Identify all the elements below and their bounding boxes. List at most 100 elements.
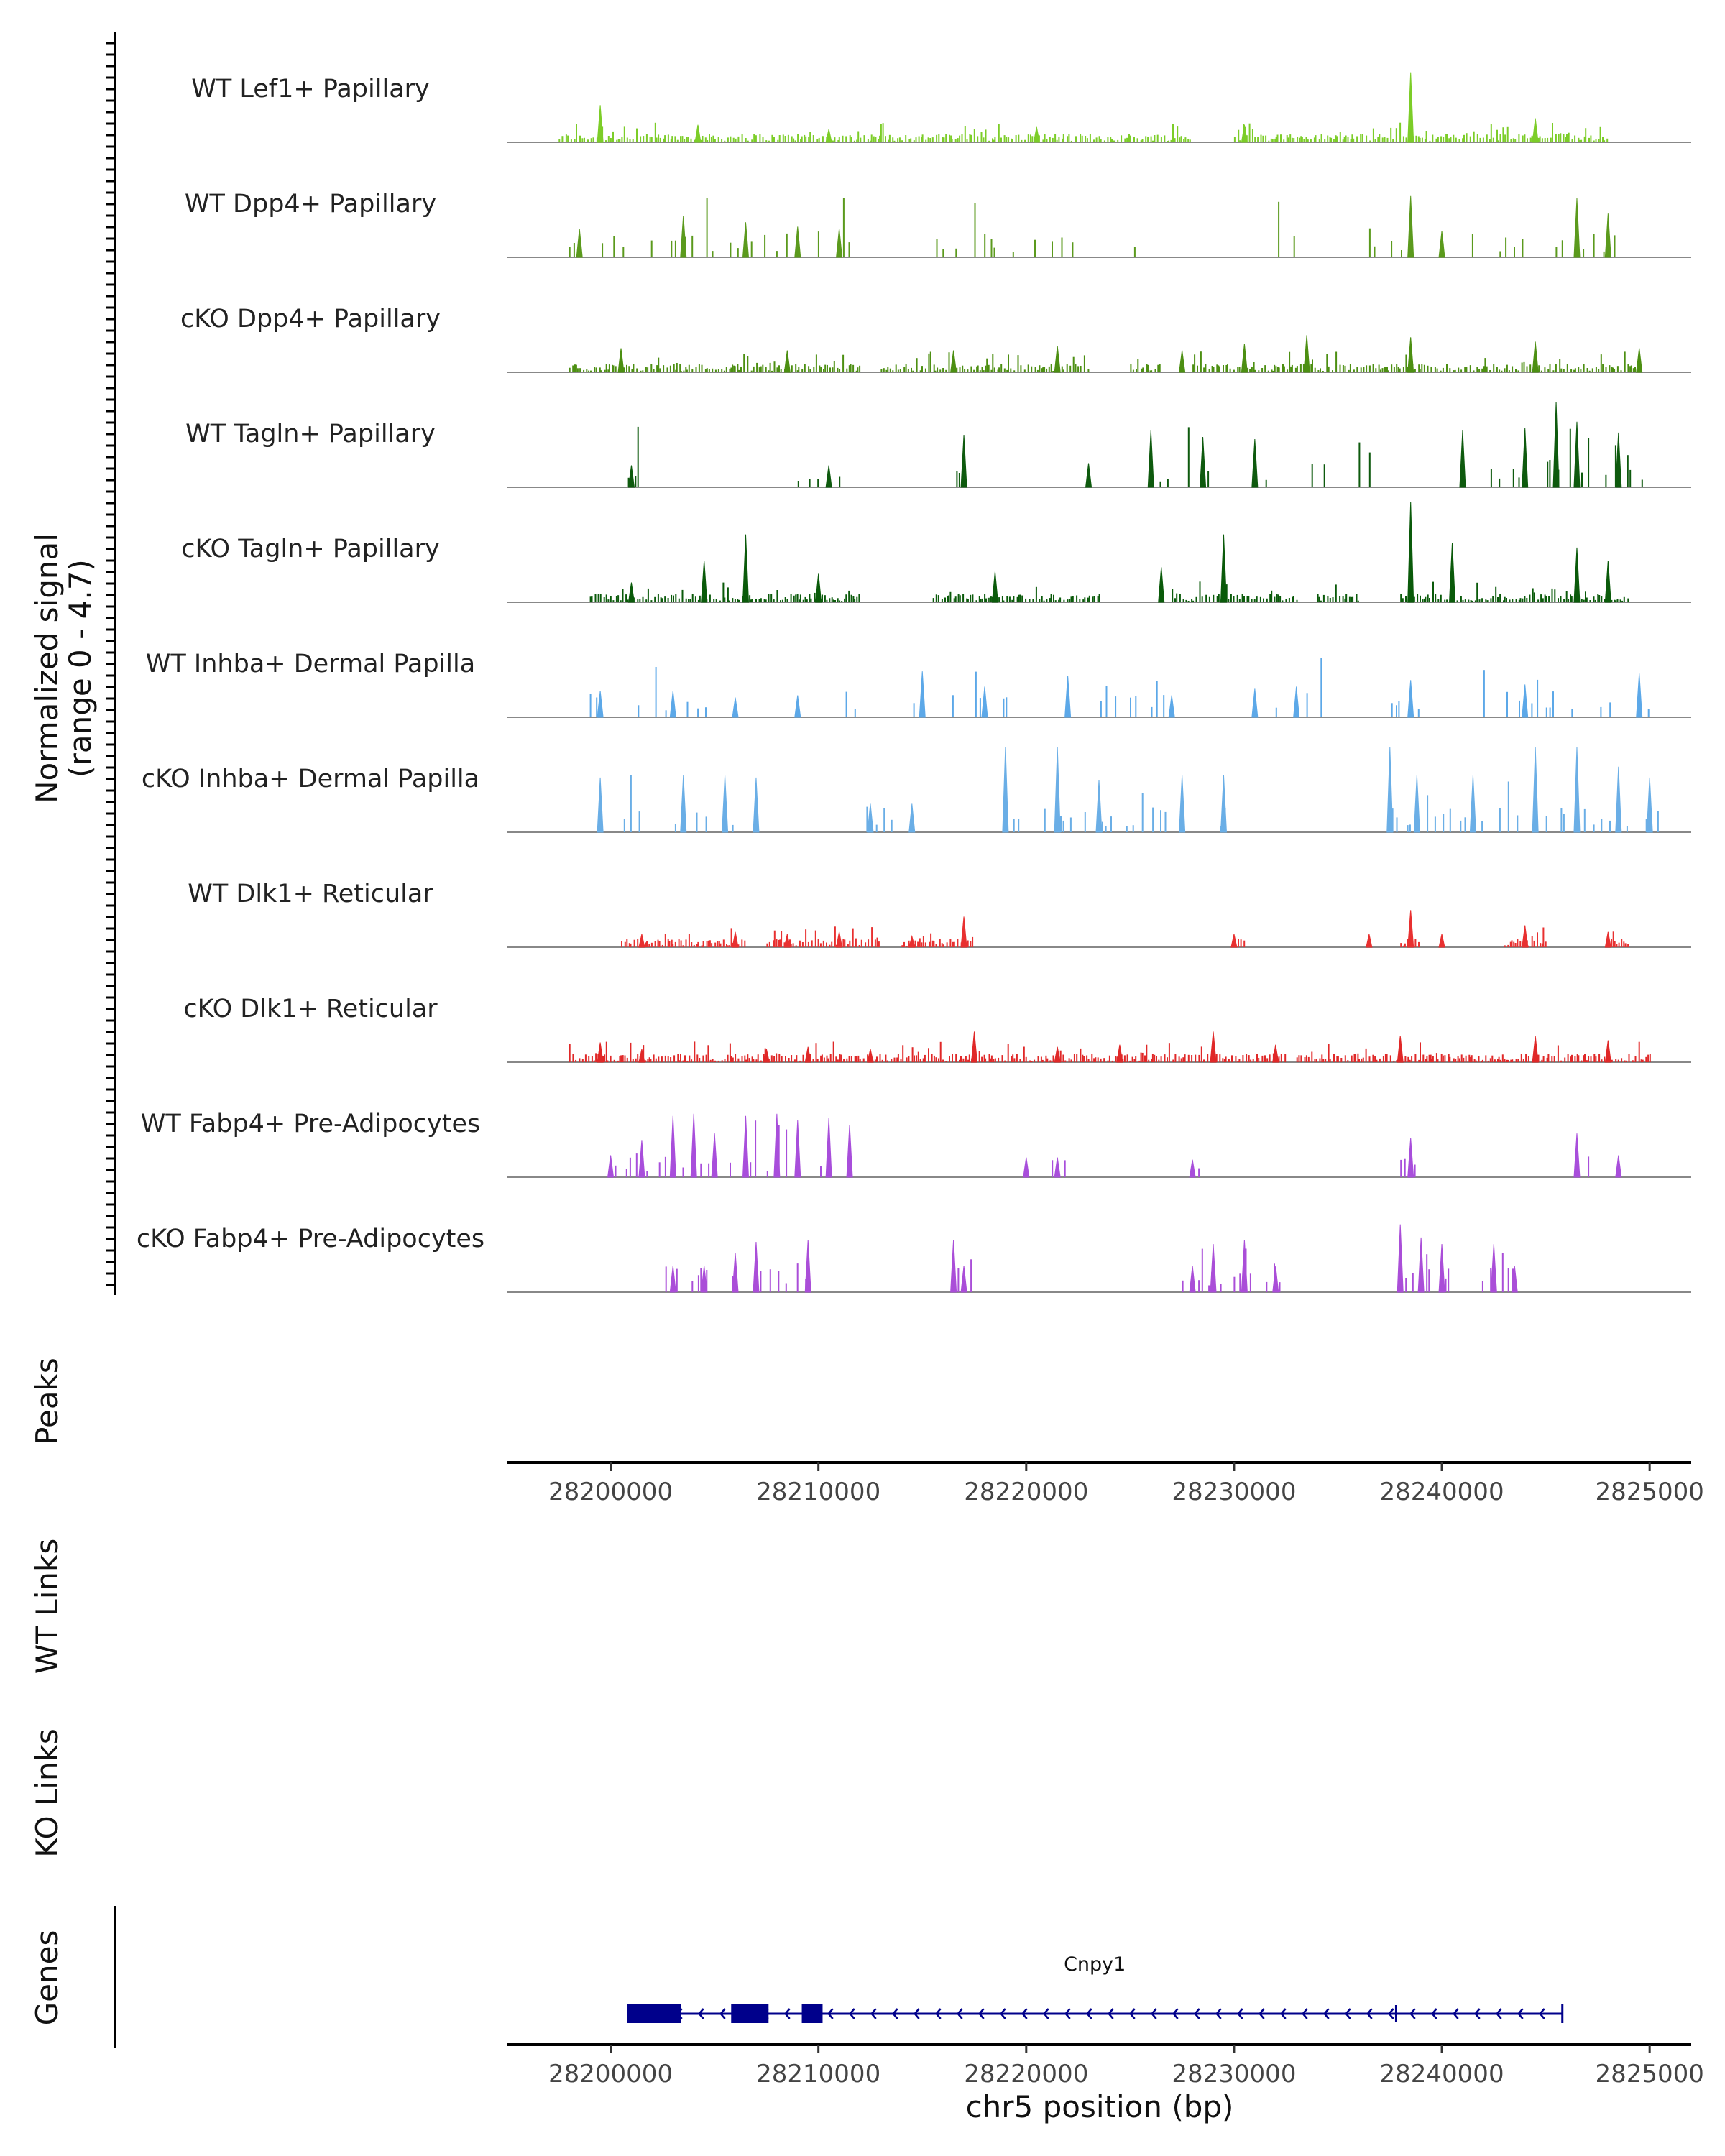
coverage-bar xyxy=(1469,365,1471,372)
coverage-bar xyxy=(998,597,1000,602)
coverage-bar xyxy=(953,598,955,602)
coverage-peak xyxy=(1189,1266,1196,1293)
coverage-bar xyxy=(1233,137,1236,142)
coverage-bar xyxy=(622,1055,624,1062)
coverage-bar xyxy=(1501,1253,1504,1292)
coverage-bar xyxy=(947,595,949,602)
coverage-bar xyxy=(773,930,776,947)
coverage-bar xyxy=(643,944,645,947)
coverage-bar xyxy=(1393,1060,1395,1062)
coverage-bar xyxy=(750,370,753,372)
coverage-bar xyxy=(1476,134,1478,142)
strand-arrow xyxy=(1108,2008,1114,2019)
coverage-bar xyxy=(1174,598,1176,602)
coverage-bar xyxy=(1424,139,1426,142)
coverage-bar xyxy=(1426,1056,1428,1062)
coverage-bar xyxy=(1368,228,1371,257)
coverage-bar xyxy=(1396,705,1397,717)
x-tick-label: 28230000 xyxy=(1172,2060,1296,2088)
coverage-bar xyxy=(1427,365,1429,372)
coverage-bar xyxy=(1248,123,1251,142)
coverage-bar xyxy=(1499,478,1501,487)
coverage-bar xyxy=(734,366,736,372)
coverage-bar xyxy=(685,598,687,602)
coverage-bar xyxy=(1340,1058,1343,1062)
strand-arrow xyxy=(1409,2008,1416,2019)
coverage-bar xyxy=(1041,596,1043,602)
coverage-peak xyxy=(1407,502,1414,603)
coverage-bar xyxy=(1533,940,1535,947)
coverage-bar xyxy=(795,594,797,602)
coverage-bar xyxy=(1159,364,1161,372)
coverage-bar xyxy=(706,198,708,257)
coverage-bar xyxy=(1490,598,1492,602)
coverage-bar xyxy=(1215,1054,1218,1062)
coverage-peak xyxy=(1002,747,1009,833)
coverage-bar xyxy=(1475,1060,1477,1062)
coverage-bar xyxy=(1499,251,1501,257)
coverage-bar xyxy=(1262,135,1264,142)
coverage-bar xyxy=(869,140,871,142)
coverage-bar xyxy=(687,137,689,142)
coverage-bar xyxy=(985,598,987,602)
coverage-bar xyxy=(1614,941,1616,947)
coverage-bar xyxy=(1238,1059,1241,1062)
coverage-bar xyxy=(1568,132,1570,142)
coverage-bar xyxy=(850,364,852,372)
coverage-bar xyxy=(1374,139,1376,142)
coverage-bar xyxy=(1170,139,1172,142)
coverage-bar xyxy=(957,939,959,947)
coverage-bar xyxy=(764,1048,766,1062)
coverage-bar xyxy=(588,1056,590,1062)
coverage-bar xyxy=(1282,600,1284,602)
coverage-bar xyxy=(642,596,644,602)
coverage-bar xyxy=(1036,369,1039,372)
coverage-bar xyxy=(645,1060,647,1062)
coverage-track xyxy=(589,502,1629,603)
coverage-bar xyxy=(1191,1055,1193,1062)
coverage-bar xyxy=(1084,812,1086,832)
coverage-bar xyxy=(691,1059,693,1062)
coverage-bar xyxy=(1305,137,1307,142)
coverage-bar xyxy=(647,588,649,602)
coverage-bar xyxy=(1632,368,1634,372)
coverage-bar xyxy=(927,137,929,142)
coverage-bar xyxy=(1141,368,1143,372)
coverage-bar xyxy=(1151,464,1153,487)
coverage-peak xyxy=(919,671,926,718)
coverage-bar xyxy=(1180,136,1182,142)
coverage-bar xyxy=(1156,681,1158,717)
coverage-bar xyxy=(863,135,865,142)
coverage-bar xyxy=(1116,1056,1118,1062)
coverage-bar xyxy=(1552,123,1553,142)
coverage-bar xyxy=(1031,136,1034,142)
coverage-bar xyxy=(1187,601,1190,602)
coverage-bar xyxy=(1539,136,1541,142)
coverage-bar xyxy=(1275,707,1277,717)
coverage-bar xyxy=(1487,1060,1489,1062)
coverage-bar xyxy=(1499,1059,1501,1062)
coverage-bar xyxy=(938,1058,939,1062)
coverage-bar xyxy=(1657,811,1659,832)
coverage-bar xyxy=(880,124,882,142)
coverage-bar xyxy=(1446,364,1448,372)
coverage-bar xyxy=(1001,1055,1003,1062)
coverage-bar xyxy=(1006,137,1008,142)
coverage-bar xyxy=(1622,600,1624,602)
coverage-bar xyxy=(1098,814,1100,832)
coverage-bar xyxy=(1595,1056,1597,1062)
coverage-bar xyxy=(935,594,937,602)
coverage-bar xyxy=(1335,351,1338,372)
coverage-bar xyxy=(992,138,993,142)
coverage-bar xyxy=(1494,1059,1496,1062)
coverage-bar xyxy=(779,939,781,947)
coverage-bar xyxy=(1236,594,1238,602)
coverage-bar xyxy=(1157,364,1159,372)
coverage-bar xyxy=(1279,1282,1281,1292)
coverage-bar xyxy=(888,134,891,142)
coverage-bar xyxy=(1399,1059,1402,1062)
coverage-bar xyxy=(1315,135,1317,142)
coverage-bar xyxy=(1237,1061,1239,1062)
coverage-bar xyxy=(1555,476,1558,487)
coverage-bar xyxy=(1616,366,1619,372)
